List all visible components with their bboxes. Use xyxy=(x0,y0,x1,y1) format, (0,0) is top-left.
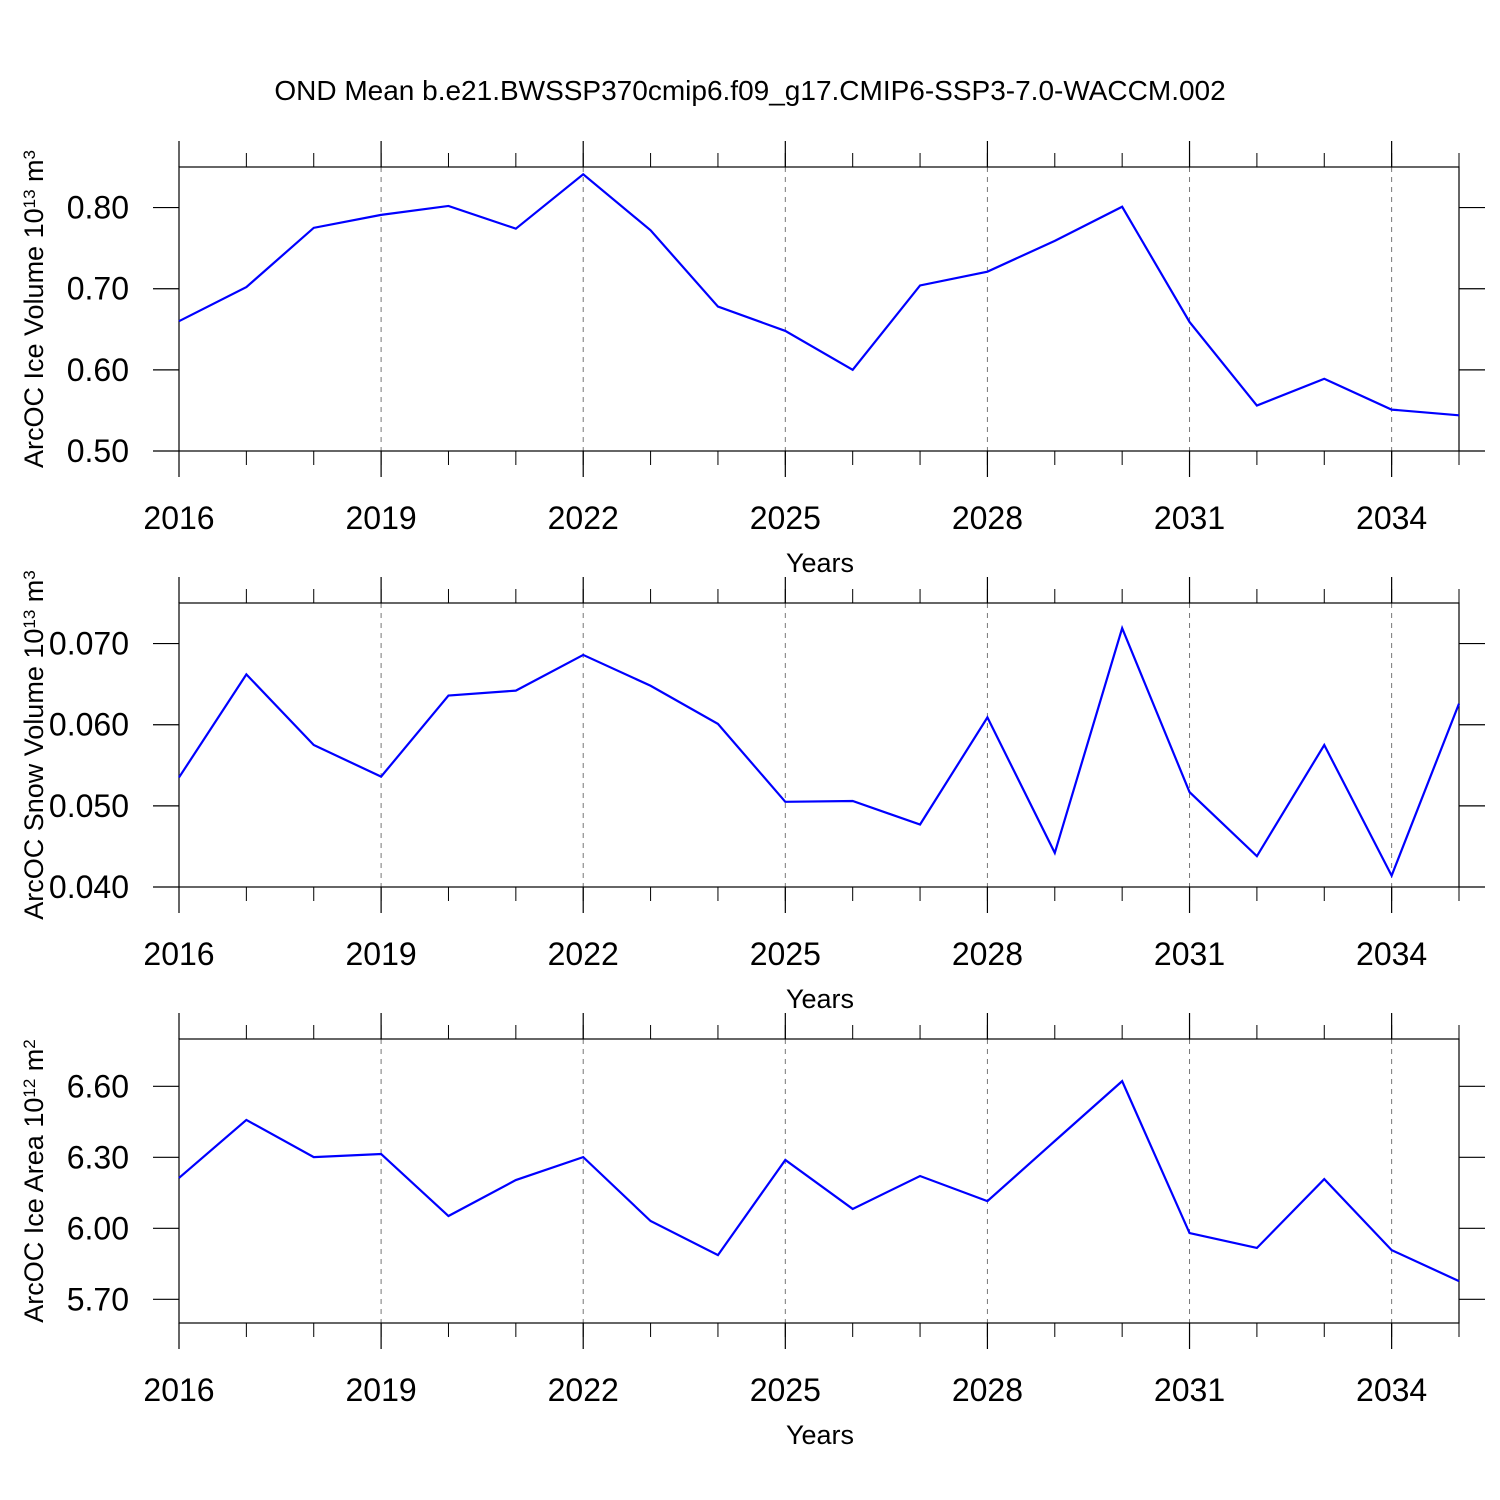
x-tick-label: 2031 xyxy=(1154,1372,1225,1408)
y-tick-label: 6.30 xyxy=(67,1139,129,1175)
x-tick-label: 2016 xyxy=(143,1372,214,1408)
y-label-text: ArcOC Ice Area 10 xyxy=(19,1098,49,1323)
y-tick-label: 0.50 xyxy=(67,433,129,469)
y-tick-label: 0.70 xyxy=(67,271,129,307)
x-tick-label: 2019 xyxy=(346,500,417,536)
x-tick-label: 2031 xyxy=(1154,936,1225,972)
y-tick-label: 6.60 xyxy=(67,1068,129,1104)
x-tick-label: 2022 xyxy=(548,936,619,972)
data-line xyxy=(178,1079,1460,1283)
y-tick-label: 0.060 xyxy=(49,707,129,743)
y-tick-label: 5.70 xyxy=(67,1281,129,1317)
plot-frame xyxy=(178,1038,1460,1324)
x-tick-label: 2025 xyxy=(750,1372,821,1408)
y-label-text: ArcOC Ice Volume 10 xyxy=(19,208,49,468)
x-tick-label: 2022 xyxy=(548,500,619,536)
y-tick-label: 0.070 xyxy=(49,626,129,662)
y-label-exponent: 3 xyxy=(20,570,39,579)
y-tick-label: 0.60 xyxy=(67,352,129,388)
plot-frame xyxy=(178,602,1460,888)
y-label-exponent: 3 xyxy=(20,150,39,159)
y-tick-label: 6.00 xyxy=(67,1210,129,1246)
data-line xyxy=(178,172,1460,417)
y-label-exponent: 13 xyxy=(20,189,39,208)
y-label-exponent: 2 xyxy=(20,1039,39,1048)
y-label-text: ArcOC Snow Volume 10 xyxy=(19,629,49,920)
x-tick-label: 2028 xyxy=(952,500,1023,536)
x-axis-label: Years xyxy=(786,1420,854,1450)
y-label-text: m xyxy=(19,1049,49,1079)
x-tick-label: 2019 xyxy=(346,1372,417,1408)
data-line xyxy=(178,624,1461,879)
x-tick-label: 2016 xyxy=(143,500,214,536)
x-tick-label: 2031 xyxy=(1154,500,1225,536)
x-tick-label: 2025 xyxy=(750,500,821,536)
y-label-exponent: 12 xyxy=(20,1079,39,1098)
y-label-text: m xyxy=(19,159,49,189)
y-axis-label: ArcOC Ice Volume 1013 m3 xyxy=(19,150,49,468)
y-tick-label: 0.040 xyxy=(49,869,129,905)
y-axis-label: ArcOC Ice Area 1012 m2 xyxy=(19,1039,49,1323)
x-tick-label: 2025 xyxy=(750,936,821,972)
x-axis-label: Years xyxy=(786,548,854,578)
x-tick-label: 2022 xyxy=(548,1372,619,1408)
x-tick-label: 2019 xyxy=(346,936,417,972)
x-tick-label: 2028 xyxy=(952,1372,1023,1408)
x-tick-label: 2034 xyxy=(1356,500,1427,536)
x-tick-label: 2028 xyxy=(952,936,1023,972)
x-tick-label: 2016 xyxy=(143,936,214,972)
y-tick-label: 0.80 xyxy=(67,190,129,226)
y-tick-label: 0.050 xyxy=(49,788,129,824)
x-tick-label: 2034 xyxy=(1356,936,1427,972)
figure-title: OND Mean b.e21.BWSSP370cmip6.f09_g17.CMI… xyxy=(274,75,1225,106)
x-tick-label: 2034 xyxy=(1356,1372,1427,1408)
plot-frame xyxy=(178,166,1460,452)
y-label-text: m xyxy=(19,580,49,610)
x-axis-label: Years xyxy=(786,984,854,1014)
y-label-exponent: 13 xyxy=(20,610,39,629)
y-axis-label: ArcOC Snow Volume 1013 m3 xyxy=(19,570,49,920)
